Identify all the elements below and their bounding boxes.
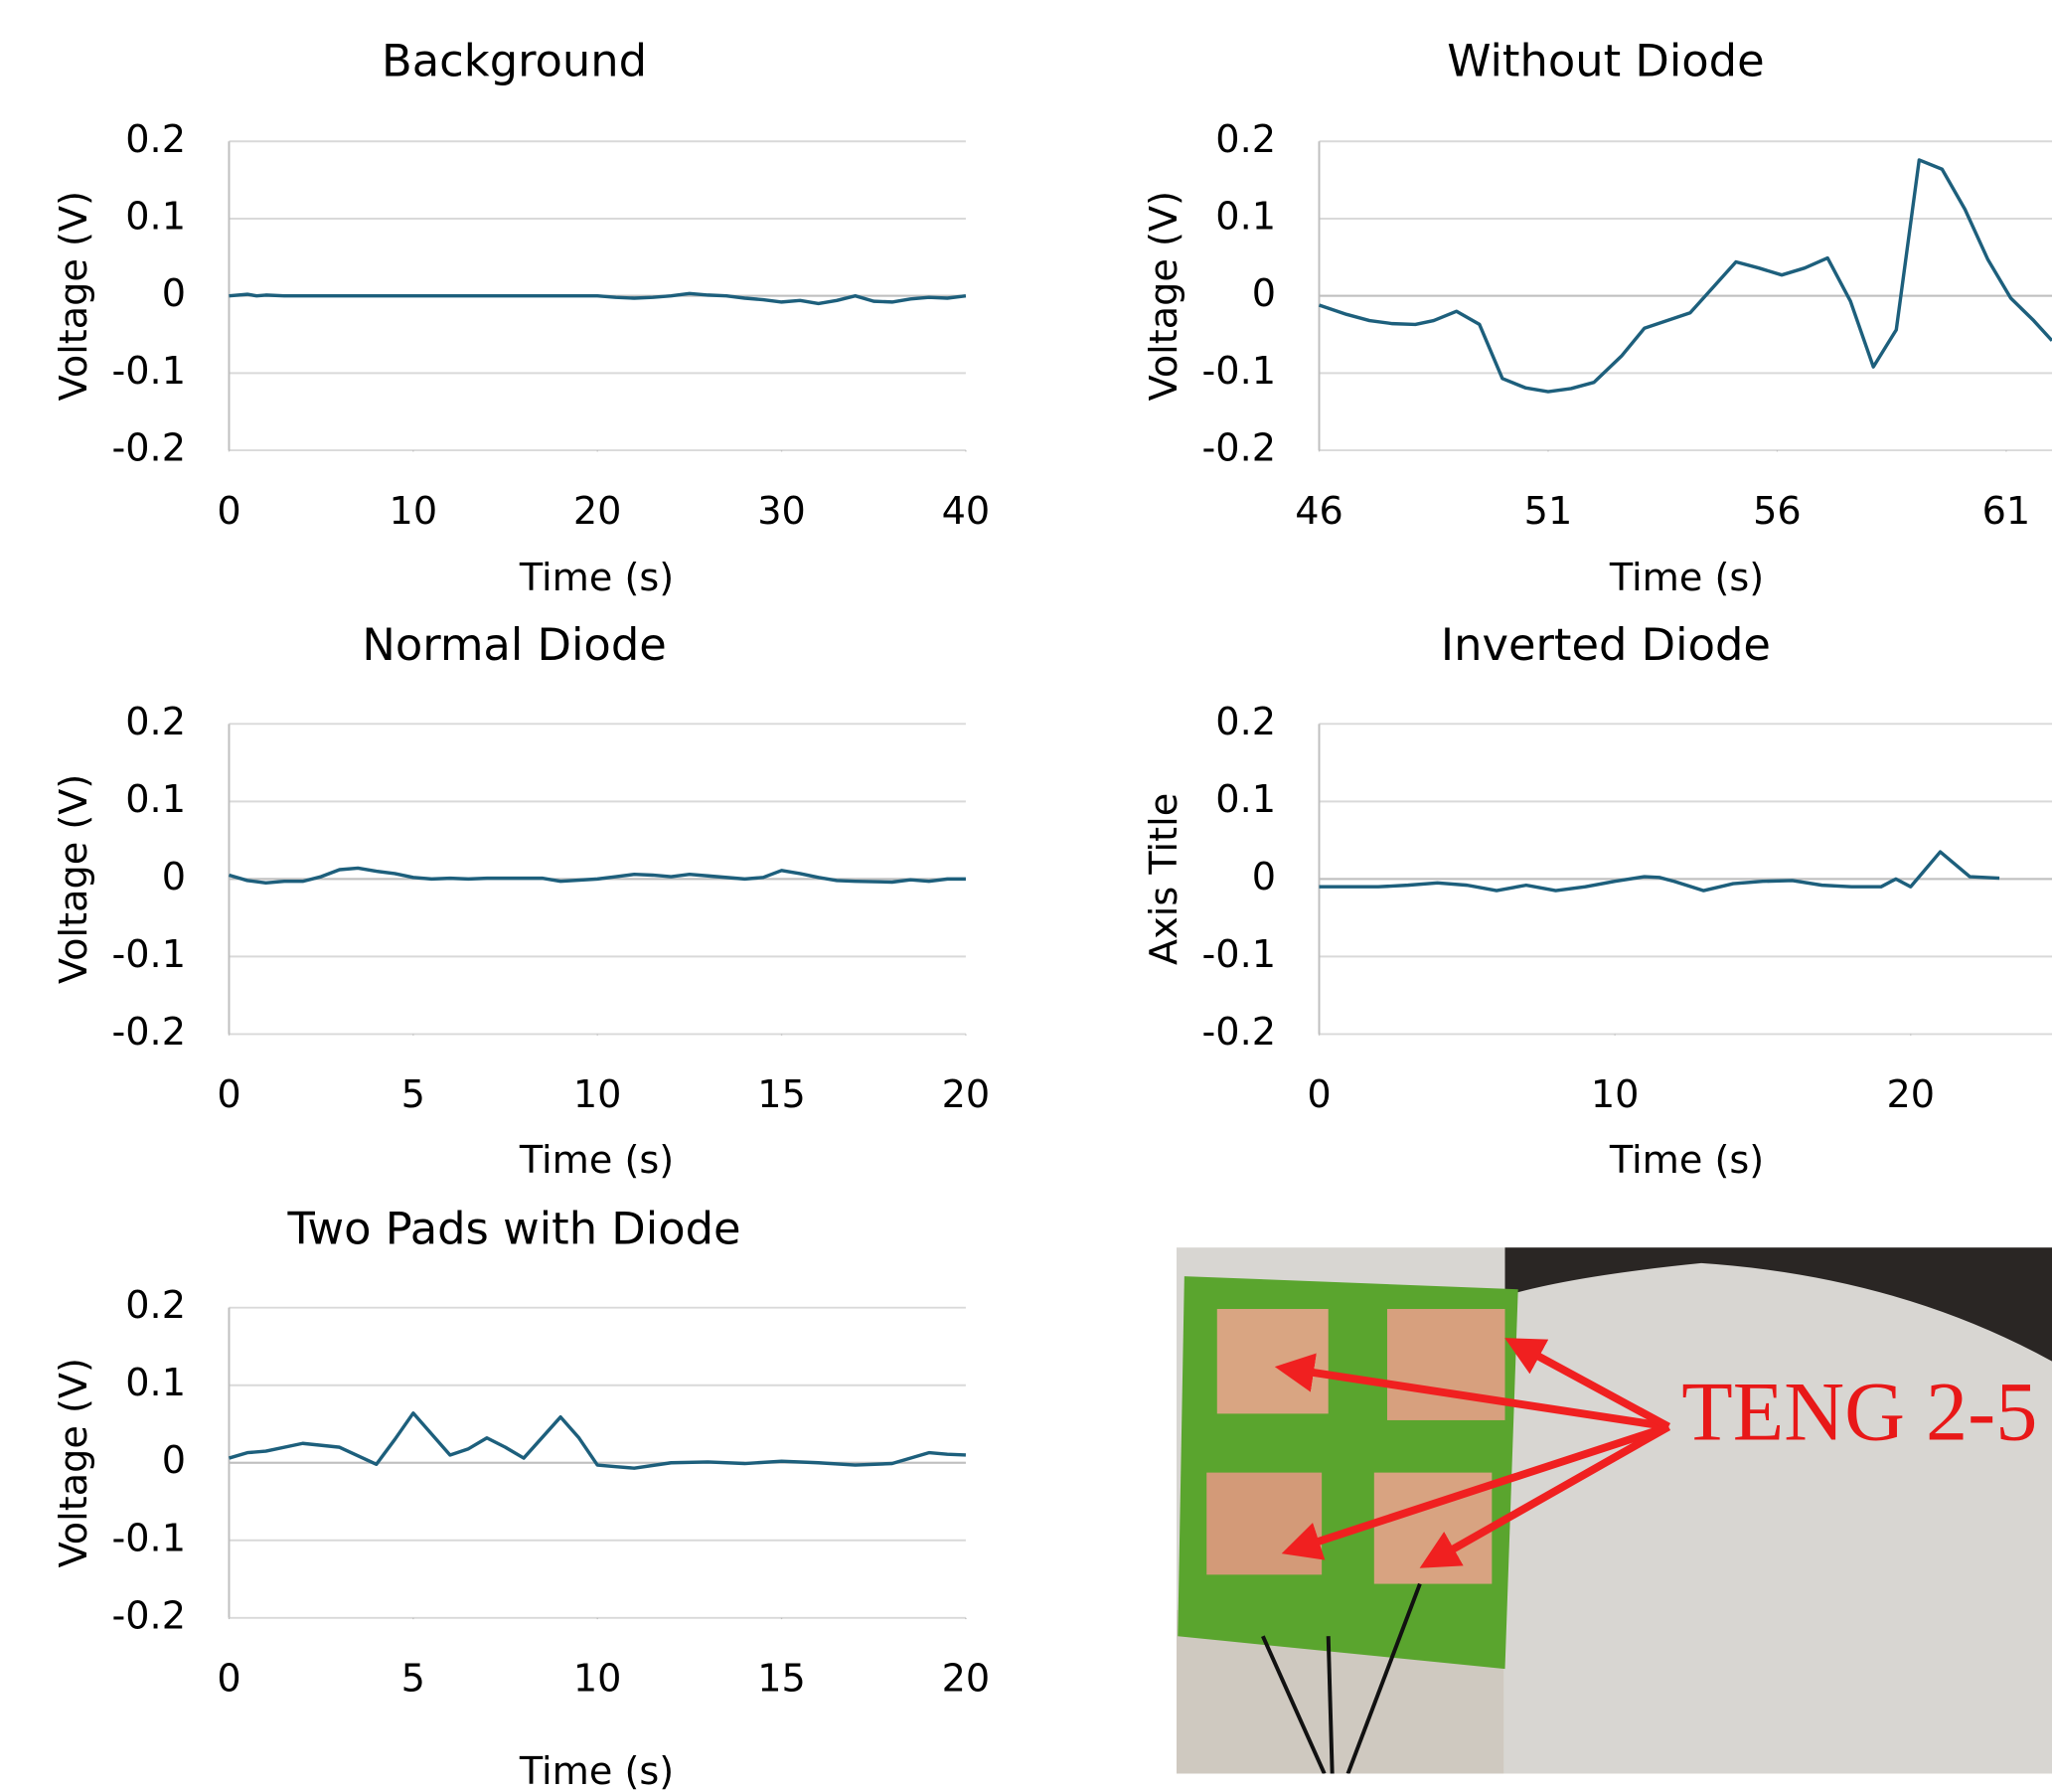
chart: Without Diode -0.2 -0.1 0 0.1 0.2 46 51 56 61 Time… (1143, 35, 2052, 600)
y-tick-label: -0.1 (1202, 933, 1277, 977)
x-tick-label: 10 (1591, 1073, 1640, 1117)
chart: Background -0.2 -0.1 0 0.1 0.2 0 10 20 30 40 Time (… (53, 35, 990, 600)
x-tick-label: 30 (757, 490, 806, 534)
x-tick-label: 10 (390, 490, 438, 534)
x-tick-label: 46 (1295, 490, 1343, 534)
x-tick-label: 5 (401, 1658, 425, 1702)
x-tick-label: 56 (1753, 490, 1802, 534)
y-tick-label: 0.2 (125, 1284, 186, 1328)
y-tick-label: -0.2 (111, 1011, 186, 1055)
y-tick-label: 0 (162, 272, 186, 316)
x-tick-label: 20 (942, 1073, 991, 1117)
x-tick-label: 10 (573, 1658, 622, 1702)
chart-title: Background (382, 35, 647, 87)
y-tick-label: 0.1 (125, 778, 186, 822)
chart: Two Pads with Diode -0.2 -0.1 0 0.1 0.2 0 5 10 15… (53, 1202, 990, 1792)
y-tick-label: 0 (162, 856, 186, 899)
chart: Normal Diode -0.2 -0.1 0 0.1 0.2 0 5 10 15 20 Time … (53, 618, 990, 1183)
x-tick-label: 0 (1307, 1073, 1331, 1117)
x-tick-label: 20 (1886, 1073, 1935, 1117)
y-tick-label: 0.1 (1215, 778, 1276, 822)
y-tick-label: -0.1 (111, 350, 186, 394)
y-tick-label: 0.1 (125, 1362, 186, 1405)
data-line (229, 293, 965, 303)
y-tick-label: 0.2 (125, 118, 186, 162)
data-line (229, 868, 965, 883)
y-tick-label: -0.1 (1202, 350, 1277, 394)
x-axis-label: Time (s) (519, 1139, 674, 1183)
y-axis-label: Voltage (V) (53, 774, 96, 984)
y-tick-label: -0.2 (1202, 427, 1277, 471)
data-line (229, 1413, 965, 1468)
x-tick-label: 40 (942, 490, 991, 534)
x-axis-label: Time (s) (519, 1750, 674, 1792)
x-tick-label: 20 (942, 1658, 991, 1702)
x-tick-label: 0 (217, 1073, 240, 1117)
x-tick-label: 61 (1982, 490, 2031, 534)
x-tick-label: 15 (757, 1658, 806, 1702)
y-tick-label: -0.2 (111, 1594, 186, 1638)
y-tick-label: -0.1 (111, 933, 186, 977)
y-tick-label: 0 (162, 1439, 186, 1483)
chart-title: Two Pads with Diode (287, 1202, 741, 1254)
page: Background -0.2 -0.1 0 0.1 0.2 0 10 20 30 40 Time (… (0, 0, 2052, 1792)
data-line (1320, 852, 2000, 891)
chart-title: Without Diode (1447, 35, 1764, 87)
x-tick-label: 0 (217, 1658, 240, 1702)
y-tick-label: 0.1 (1215, 195, 1276, 239)
x-tick-label: 15 (757, 1073, 806, 1117)
y-tick-label: -0.2 (111, 427, 186, 471)
x-axis-label: Time (s) (519, 557, 674, 600)
y-axis-label: Voltage (V) (53, 191, 96, 401)
x-tick-label: 5 (401, 1073, 425, 1117)
y-axis-label: Voltage (V) (53, 1358, 96, 1567)
x-axis-label: Time (s) (1609, 1139, 1764, 1183)
y-tick-label: 0.2 (125, 701, 186, 744)
y-tick-label: 0.2 (1215, 701, 1276, 744)
y-tick-label: 0 (1252, 856, 1276, 899)
x-tick-label: 0 (217, 490, 240, 534)
chart: Inverted Diode -0.2 -0.1 0 0.1 0.2 0 10 20 Time (… (1143, 618, 2052, 1183)
y-tick-label: -0.1 (111, 1517, 186, 1560)
data-line (1320, 160, 2052, 392)
photo: TENG 2-5 (1177, 1247, 2052, 1773)
x-tick-label: 20 (573, 490, 622, 534)
y-tick-label: -0.2 (1202, 1011, 1277, 1055)
y-tick-label: 0.2 (1215, 118, 1276, 162)
x-axis-label: Time (s) (1609, 557, 1764, 600)
x-tick-label: 10 (573, 1073, 622, 1117)
chart-title: Normal Diode (362, 618, 666, 671)
x-tick-label: 51 (1524, 490, 1573, 534)
y-tick-label: 0 (1252, 272, 1276, 316)
chart-title: Inverted Diode (1441, 618, 1771, 671)
y-axis-label: Axis Title (1143, 793, 1186, 965)
y-axis-label: Voltage (V) (1143, 191, 1186, 401)
y-tick-label: 0.1 (125, 195, 186, 239)
photo-label: TENG 2-5 (1681, 1366, 2037, 1458)
